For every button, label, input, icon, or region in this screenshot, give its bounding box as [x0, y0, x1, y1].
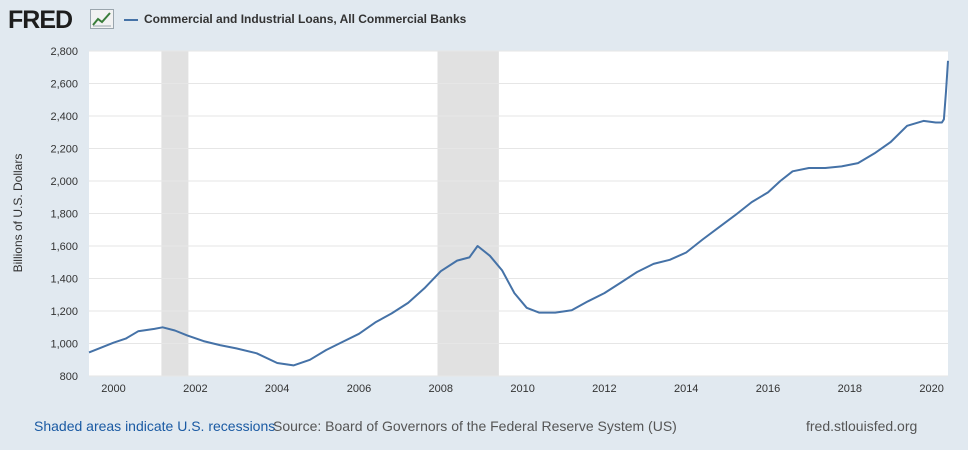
y-tick-label: 2,400 — [50, 111, 78, 123]
legend-swatch — [124, 19, 138, 21]
y-gridlines — [89, 50, 948, 377]
recession-note-link[interactable]: Shaded areas indicate U.S. recessions — [34, 418, 276, 434]
y-tick-label: 1,000 — [50, 339, 78, 351]
x-tick-label: 2004 — [265, 383, 289, 395]
y-tick-label: 2,000 — [50, 176, 78, 188]
series-line — [88, 60, 949, 367]
y-tick-label: 1,800 — [50, 209, 78, 221]
x-tick-label: 2008 — [429, 383, 453, 395]
chart-trend-icon — [90, 9, 114, 29]
y-tick-label: 1,400 — [50, 274, 78, 286]
y-tick-label: 1,600 — [50, 241, 78, 253]
legend-series-name[interactable]: Commercial and Industrial Loans, All Com… — [144, 12, 467, 26]
fred-logo[interactable]: FRED — [8, 6, 73, 34]
x-tick-label: 2018 — [838, 383, 862, 395]
x-tick-label: 2000 — [101, 383, 125, 395]
x-axis-ticks: 2000 2002 2004 2006 2008 2010 2012 2014 2016 2018… — [101, 383, 944, 395]
chart-header: FRED Commercial and Industrial Loans, Al… — [0, 0, 968, 44]
x-tick-label: 2010 — [510, 383, 534, 395]
y-tick-label: 2,600 — [50, 79, 78, 91]
y-tick-label: 2,800 — [50, 46, 78, 58]
x-tick-label: 2006 — [347, 383, 371, 395]
x-tick-label: 2014 — [674, 383, 698, 395]
y-axis-label: Billions of U.S. Dollars — [11, 154, 25, 273]
y-tick-label: 2,200 — [50, 144, 78, 156]
source-note: Source: Board of Governors of the Federa… — [273, 418, 677, 434]
y-tick-label: 800 — [60, 371, 78, 383]
x-tick-label: 2020 — [919, 383, 943, 395]
x-tick-label: 2012 — [592, 383, 616, 395]
y-tick-label: 1,200 — [50, 306, 78, 318]
site-url: fred.stlouisfed.org — [806, 418, 918, 434]
y-axis-ticks: 800 1,000 1,200 1,400 1,600 1,800 2,000 2,200 2,… — [50, 46, 78, 383]
x-tick-label: 2016 — [756, 383, 780, 395]
x-tick-label: 2002 — [183, 383, 207, 395]
